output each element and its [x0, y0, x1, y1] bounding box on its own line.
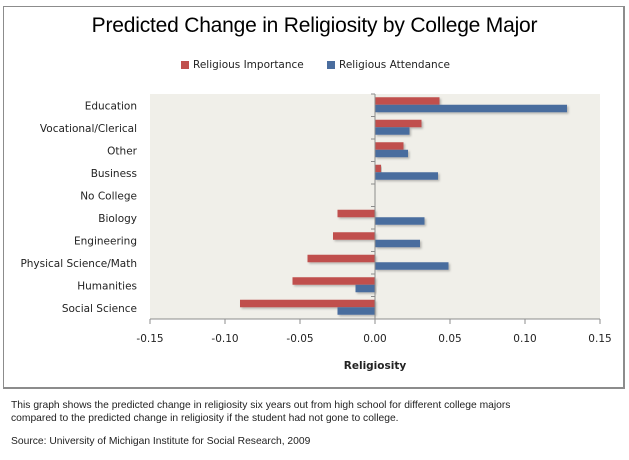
x-tick-label: 0.15 — [588, 333, 611, 345]
bar-religious-attendance — [375, 239, 420, 248]
x-tick-label: 0.05 — [438, 333, 461, 345]
caption: This graph shows the predicted change in… — [11, 399, 611, 425]
legend-label: Religious Importance — [193, 59, 304, 71]
bar-religious-importance — [375, 164, 381, 173]
legend: Religious Importance Religious Attendanc… — [0, 59, 629, 75]
category-label: Biology — [98, 213, 137, 225]
bar-religious-importance — [333, 232, 375, 240]
bar-religious-attendance — [375, 172, 438, 180]
legend-swatch-religious-attendance — [327, 61, 335, 69]
bar-religious-importance — [375, 119, 422, 128]
x-tick-label: -0.10 — [211, 333, 238, 345]
category-label: Education — [85, 100, 137, 112]
category-label: Business — [91, 168, 137, 180]
x-tick-label: 0.10 — [513, 333, 536, 345]
category-label: Humanities — [77, 280, 137, 292]
x-tick-label: 0.00 — [363, 333, 386, 345]
bar-religious-attendance — [337, 307, 375, 315]
category-label: Vocational/Clerical — [40, 123, 137, 135]
bar-religious-importance — [375, 142, 404, 150]
category-label: Social Science — [62, 303, 137, 315]
bar-religious-attendance — [375, 149, 408, 158]
bar-religious-attendance — [375, 127, 410, 135]
legend-item-religious-importance: Religious Importance — [181, 59, 304, 71]
x-axis-label: Religiosity — [344, 360, 407, 372]
category-label: No College — [80, 190, 137, 202]
category-label: Engineering — [74, 235, 137, 247]
x-tick-label: -0.05 — [286, 333, 313, 345]
bar-religious-importance — [375, 97, 440, 105]
legend-item-religious-attendance: Religious Attendance — [327, 59, 450, 71]
axes-group — [149, 93, 601, 324]
bar-religious-attendance — [375, 217, 425, 225]
bar-religious-importance — [240, 299, 375, 308]
category-label: Other — [107, 145, 137, 157]
bar-religious-attendance — [375, 262, 449, 270]
caption-line-2: compared to the predicted change in reli… — [11, 413, 399, 424]
bar-religious-importance — [307, 254, 375, 263]
x-tick-label: -0.15 — [136, 333, 163, 345]
labels-group: Education Vocational/Clerical Other Busines… — [20, 100, 611, 372]
bar-religious-importance — [292, 277, 375, 285]
source-note: Source: University of Michigan Institute… — [11, 436, 311, 447]
legend-swatch-religious-importance — [181, 61, 189, 69]
caption-line-1: This graph shows the predicted change in… — [11, 400, 511, 411]
bars-group — [240, 97, 567, 315]
bar-religious-attendance — [355, 284, 375, 293]
category-label: Physical Science/Math — [20, 258, 137, 270]
chart-title: Predicted Change in Religiosity by Colle… — [91, 14, 538, 37]
bar-religious-attendance — [375, 104, 567, 113]
bar-religious-importance — [337, 209, 375, 218]
legend-label: Religious Attendance — [339, 59, 450, 71]
